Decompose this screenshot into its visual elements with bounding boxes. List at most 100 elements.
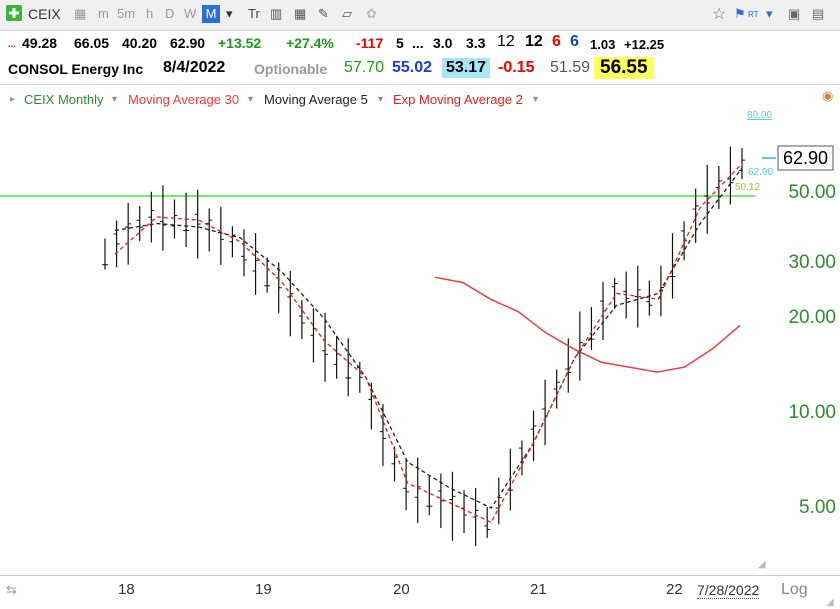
ohlc-bar [681, 221, 688, 261]
legend-ma30[interactable]: Moving Average 30 [128, 92, 240, 107]
interval-d[interactable]: D [165, 6, 175, 21]
ohlc-bar [518, 440, 525, 476]
interval-m[interactable]: m [98, 6, 109, 21]
quote-v6: 12 [497, 33, 515, 50]
x-axis-divider [0, 575, 840, 576]
rt-label: RT [748, 10, 759, 19]
quote-v7: 12 [525, 33, 543, 50]
draw-icon[interactable]: ✎ [318, 6, 329, 21]
palette-icon[interactable]: ◉ [822, 88, 834, 103]
ohlc-bar [530, 410, 537, 462]
scroll-corner-icon[interactable]: ◢ [758, 559, 766, 570]
quote-v11: +12.25 [624, 37, 665, 52]
text-tool-icon[interactable]: Tr [248, 6, 260, 21]
ohlc-bar [368, 382, 375, 430]
ohlc-bar [356, 361, 363, 393]
star-icon[interactable]: ☆ [712, 6, 727, 23]
ma30-line [434, 276, 741, 373]
ohlc-bar [252, 233, 259, 295]
ohlc-bar [275, 262, 282, 314]
quote-v2: 5 [396, 35, 404, 51]
info-divider [0, 84, 840, 85]
ohlc-bar [542, 379, 549, 446]
interval-m-active[interactable]: M [202, 5, 220, 23]
ohlc-bar [449, 471, 456, 541]
ohlc-bar [194, 189, 201, 259]
chart-icon[interactable]: ▦ [74, 6, 87, 21]
ohlc-bar [484, 506, 491, 538]
flag-icon[interactable]: ⚑ [734, 6, 746, 21]
legend-ema2-dropdown[interactable]: ▾ [533, 94, 539, 105]
ohlc-bar [646, 280, 653, 316]
price-bars [102, 146, 745, 547]
ohlc-bar [414, 457, 421, 523]
toolbar: CEIX ▦ m 5m h D W M ▾ Tr ▥ ▦ ✎ ▱ ✿ ☆ ⚑ R… [0, 0, 840, 31]
ohlc-bar [264, 257, 271, 293]
ohlc-bar [345, 338, 352, 397]
interval-h[interactable]: h [146, 6, 154, 21]
ohlc-bar [113, 220, 120, 268]
company-name: CONSOL Energy Inc [8, 61, 144, 77]
info-v6: 56.55 [594, 57, 654, 79]
y-label-30: 30.00 [788, 252, 836, 273]
ohlc-bar [333, 335, 340, 379]
small-label-80: 80.00 [747, 110, 773, 121]
legend-ma30-dropdown[interactable]: ▾ [248, 94, 254, 105]
quote-row: ... 49.28 66.05 40.20 62.90 +13.52 +27.4… [0, 32, 840, 56]
ohlc-bar [437, 473, 444, 529]
log-toggle[interactable]: Log [781, 581, 808, 598]
quote-v5: 3.3 [466, 35, 486, 51]
ohlc-bar [623, 271, 630, 319]
info-v4: -0.15 [498, 59, 535, 76]
quote-close: 62.90 [170, 35, 206, 51]
ohlc-bar [715, 166, 722, 209]
quote-high: 66.05 [74, 35, 110, 51]
quote-v3: ... [412, 35, 424, 51]
legend-ema2[interactable]: Exp Moving Average 2 [393, 92, 523, 107]
ohlc-bar [576, 311, 583, 381]
ohlc-bar [217, 206, 224, 265]
legend-series[interactable]: CEIX Monthly [24, 92, 104, 107]
info-date: 8/4/2022 [163, 59, 226, 76]
settings-icon[interactable]: ✿ [366, 6, 377, 21]
add-icon[interactable] [6, 5, 22, 21]
x-label-21: 21 [530, 581, 547, 598]
price-tag: 62.90 [783, 148, 829, 168]
quote-low: 40.20 [122, 35, 158, 51]
ma5-line [114, 167, 743, 509]
legend-series-dropdown[interactable]: ▾ [112, 94, 118, 105]
scroll-left-icon[interactable]: ⇆ [6, 582, 17, 597]
interval-5m[interactable]: 5m [117, 6, 136, 21]
ohlc-bar [102, 238, 108, 270]
ohlc-bar [611, 277, 618, 309]
x-label-18: 18 [118, 581, 135, 598]
ohlc-bar [391, 446, 398, 482]
resize-icon[interactable]: ◢ [826, 597, 834, 608]
ohlc-bar [310, 308, 317, 363]
x-label-22: 22 [666, 581, 683, 598]
note-icon[interactable]: ▱ [342, 6, 352, 21]
alert-icon[interactable]: ▾ [766, 6, 773, 21]
bars-icon[interactable]: ▥ [270, 6, 283, 21]
legend-ma5[interactable]: Moving Average 5 [264, 92, 368, 107]
x-label-20: 20 [393, 581, 410, 598]
quote-open: 49.28 [22, 35, 58, 51]
small-label-50: 50.12 [735, 182, 761, 193]
info-v5: 51.59 [550, 59, 591, 76]
ohlc-bar [403, 459, 410, 511]
symbol-field[interactable]: CEIX [28, 6, 61, 22]
y-label-10: 10.00 [788, 402, 836, 423]
quote-change: +13.52 [218, 35, 262, 51]
ohlc-bar [634, 265, 641, 328]
grid-icon[interactable]: ▦ [294, 6, 307, 21]
ohlc-bar [692, 188, 699, 243]
ohlc-bar [704, 164, 711, 234]
legend-ma5-dropdown[interactable]: ▾ [378, 94, 384, 105]
dropdown-icon[interactable]: ▾ [226, 6, 233, 21]
interval-w[interactable]: W [184, 6, 197, 21]
quote-v4: 3.0 [433, 35, 453, 51]
quote-v10: 1.03 [590, 37, 616, 52]
ohlc-bar [159, 185, 166, 251]
save-icon[interactable]: ▣ [788, 6, 801, 21]
menu-icon[interactable]: ▤ [812, 6, 825, 21]
